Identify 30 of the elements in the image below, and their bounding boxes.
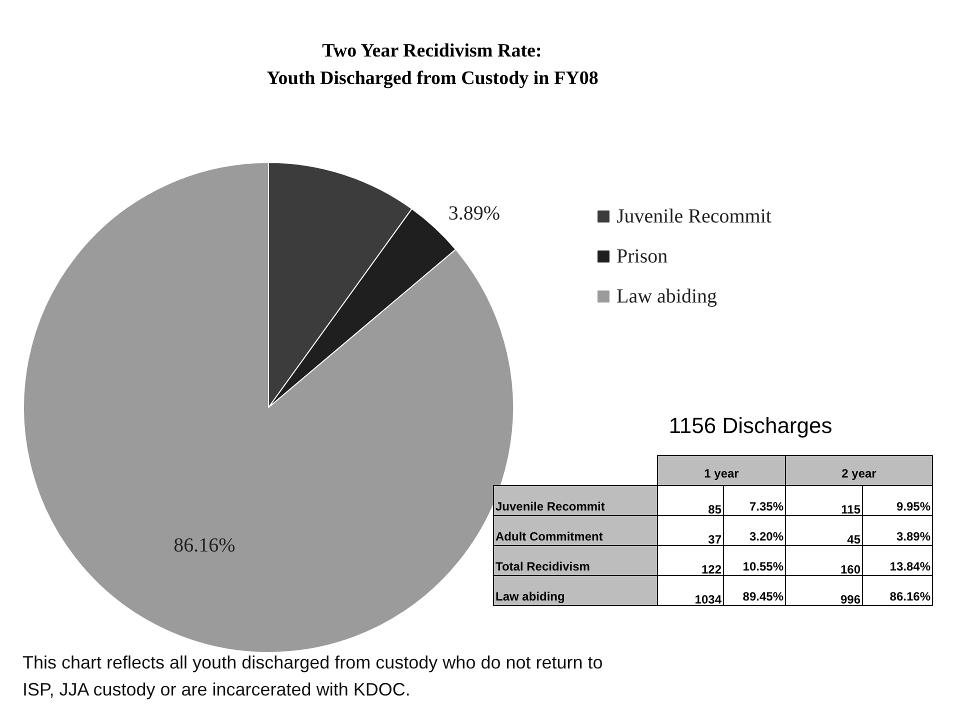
text: 85 xyxy=(708,502,722,516)
text: 115 xyxy=(841,502,860,516)
data-label: 3.89% xyxy=(448,202,500,224)
text: 89.45% xyxy=(742,590,784,604)
text: 10.55% xyxy=(742,560,784,574)
text: 7.35% xyxy=(749,500,784,514)
legend-label: Prison xyxy=(616,246,668,268)
legend-label: Law abiding xyxy=(616,286,718,308)
text: 3.89% xyxy=(896,530,931,544)
text: 37 xyxy=(708,532,722,546)
legend-label: Juvenile Recommit xyxy=(616,206,772,228)
category-label: Total Recidivism xyxy=(496,560,590,574)
text: 9.95% xyxy=(896,500,931,514)
text: 996 xyxy=(840,592,861,606)
data-label: 86.16% xyxy=(174,534,236,556)
text: 1034 xyxy=(694,592,722,606)
text: 160 xyxy=(840,562,861,576)
slice-label: Law abiding xyxy=(496,590,565,604)
text: 1156 Discharges xyxy=(668,413,832,438)
category-label: 2 year xyxy=(842,466,877,480)
category-label: Adult Commitment xyxy=(496,530,603,544)
text: 122 xyxy=(701,562,722,576)
category-label: Juvenile Recommit xyxy=(496,500,605,514)
text: 45 xyxy=(847,532,861,546)
category-label: 1 year xyxy=(704,466,740,480)
text: 13.84% xyxy=(890,560,931,574)
text: This chart reflects all youth discharged from custody who do not return to ISP, JJA custody or are incarcerated with KDOC. xyxy=(22,652,603,700)
text: 3.20% xyxy=(749,530,784,544)
text: 86.16% xyxy=(890,590,931,604)
chart-title: Two Year Recidivism Rate: Youth Discharged from Custody in FY08 xyxy=(266,40,598,89)
